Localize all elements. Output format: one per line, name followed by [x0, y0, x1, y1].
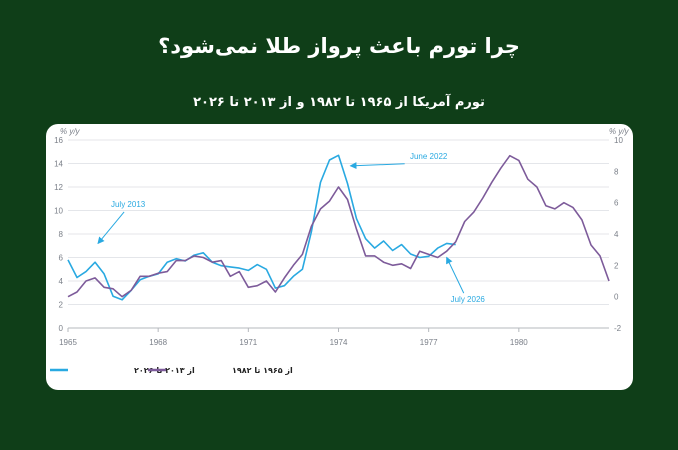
series-line-2	[67, 154, 610, 298]
chart-card: 0 2 4 6 8 10 12 14 16 -2 0 2 4 6 8 10 1965 1968 1971 1974…	[46, 124, 633, 390]
left-tick-label: 14	[54, 160, 63, 169]
left-tick-label: 16	[54, 136, 63, 145]
x-tick-label: 1965	[59, 338, 77, 347]
annotation-label: July 2026	[451, 295, 486, 304]
left-tick-label: 0	[59, 324, 64, 333]
right-tick-label: -2	[614, 324, 622, 333]
legend-label-2: از ۱۹۶۵ تا ۱۹۸۲	[232, 366, 293, 375]
left-axis: 0 2 4 6 8 10 12 14 16	[54, 136, 63, 333]
inflation-chart: 0 2 4 6 8 10 12 14 16 -2 0 2 4 6 8 10 1965 1968 1971 1974…	[50, 127, 630, 375]
left-tick-label: 6	[59, 254, 64, 263]
series-layer	[67, 154, 610, 301]
right-tick-label: 2	[614, 261, 619, 270]
left-tick-label: 4	[59, 277, 64, 286]
right-axis-unit: % y/y	[609, 127, 630, 136]
grid-lines	[68, 139, 609, 329]
left-tick-label: 2	[59, 301, 64, 310]
x-tick-label: 1980	[510, 338, 528, 347]
right-tick-label: 6	[614, 199, 619, 208]
right-tick-label: 4	[614, 230, 619, 239]
annotation-arrow	[349, 162, 405, 170]
annotation-label: June 2022	[410, 152, 448, 161]
x-tick-label: 1974	[330, 338, 348, 347]
series-line-1	[67, 154, 456, 301]
chart-subtitle: تورم آمریکا از ۱۹۶۵ تا ۱۹۸۲ و از ۲۰۱۳ تا…	[193, 95, 485, 110]
right-axis: -2 0 2 4 6 8 10	[614, 136, 623, 333]
x-tick-label: 1971	[239, 338, 257, 347]
left-tick-label: 8	[59, 230, 64, 239]
annotation-arrow	[97, 211, 125, 245]
annotation-arrow	[446, 256, 465, 294]
left-tick-label: 10	[54, 207, 63, 216]
right-tick-label: 8	[614, 167, 619, 176]
left-tick-label: 12	[54, 183, 63, 192]
left-axis-unit: % y/y	[60, 127, 81, 136]
x-tick-label: 1968	[149, 338, 167, 347]
right-tick-label: 10	[614, 136, 623, 145]
right-tick-label: 0	[614, 293, 619, 302]
page-title: چرا تورم باعث پرواز طلا نمی‌شود؟	[158, 34, 520, 58]
annotation-label: July 2013	[111, 200, 146, 209]
x-tick-label: 1977	[420, 338, 438, 347]
annotations: June 2022 July 2013 July 2026	[97, 152, 486, 304]
x-axis: 1965 1968 1971 1974 1977 1980	[59, 328, 528, 347]
